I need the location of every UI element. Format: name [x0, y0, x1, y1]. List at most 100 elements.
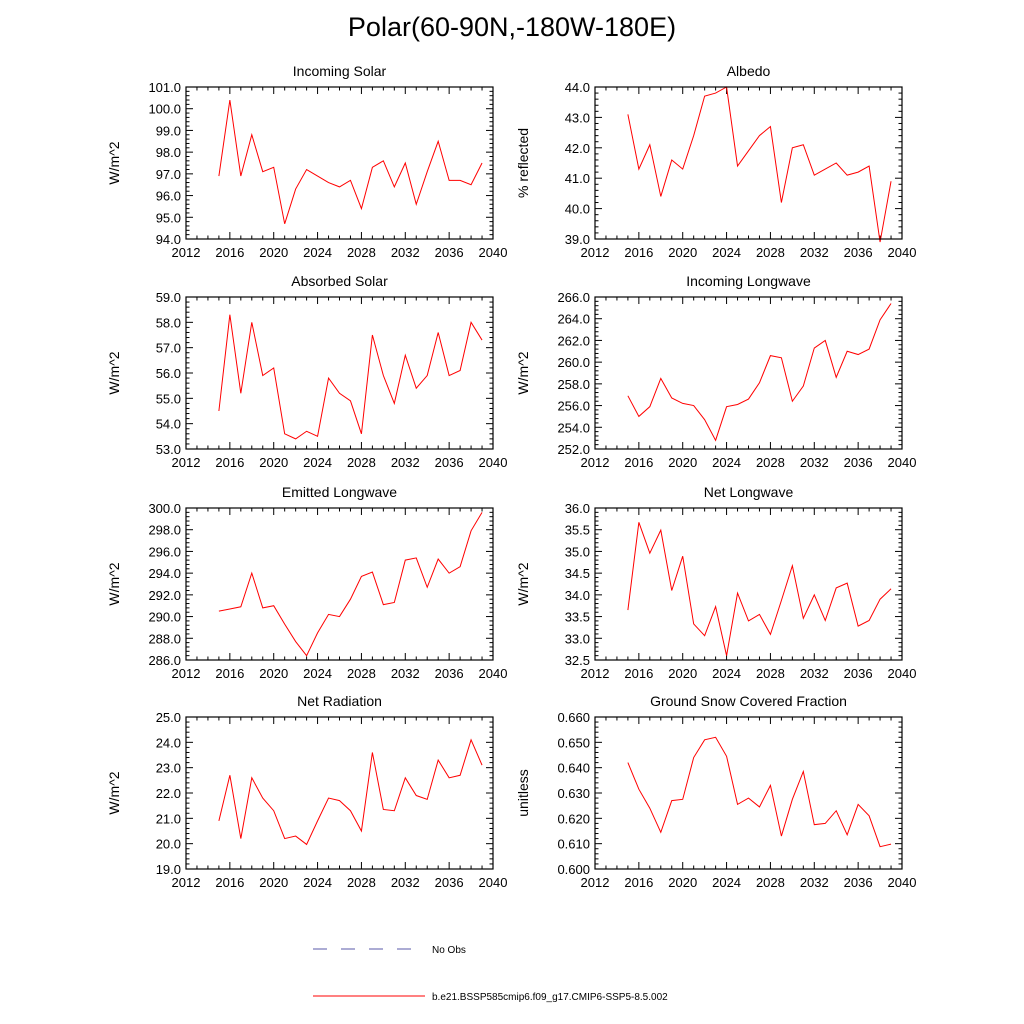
- legend-model-label: b.e21.BSSP585cmip6.f09_g17.CMIP6-SSP5-8.…: [432, 992, 668, 1003]
- absorbed-solar-yticklabel-0: 53.0: [156, 442, 181, 457]
- net-radiation-yticklabel-6: 25.0: [156, 710, 181, 725]
- albedo-yticklabel-0: 39.0: [565, 232, 590, 247]
- albedo-xticklabel-2016: 2016: [624, 245, 653, 260]
- absorbed-solar-ylabel: W/m^2: [106, 351, 122, 394]
- net-radiation-xticklabel-2020: 2020: [259, 875, 288, 890]
- incoming-longwave-yticklabel-1: 254.0: [557, 420, 590, 435]
- absorbed-solar-xticklabel-2012: 2012: [172, 455, 201, 470]
- incoming-longwave-yticklabel-2: 256.0: [557, 399, 590, 414]
- net-longwave-ylabel: W/m^2: [515, 562, 531, 605]
- ground-snow-covered-fraction-ylabel: unitless: [515, 769, 531, 816]
- ground-snow-covered-fraction-series-line-0: [627, 736, 892, 848]
- net-radiation-yticklabel-3: 22.0: [156, 786, 181, 801]
- incoming-solar-xticklabel-2028: 2028: [347, 245, 376, 260]
- incoming-solar-yticklabel-2: 96.0: [156, 189, 181, 204]
- emitted-longwave-xticklabel-2012: 2012: [172, 666, 201, 681]
- emitted-longwave-yticklabel-5: 296.0: [148, 544, 181, 559]
- net-longwave-xticklabel-2020: 2020: [668, 666, 697, 681]
- ground-snow-covered-fraction-xticklabel-2020: 2020: [668, 875, 697, 890]
- incoming-longwave-frame: [594, 296, 903, 450]
- net-longwave-yticklabel-6: 35.5: [565, 523, 590, 538]
- incoming-longwave-yticklabel-7: 266.0: [557, 290, 590, 305]
- incoming-longwave-xticklabel-2040: 2040: [888, 455, 917, 470]
- incoming-solar-frame: [185, 86, 494, 240]
- ground-snow-covered-fraction-xticklabel-2036: 2036: [844, 875, 873, 890]
- albedo-yticklabel-2: 41.0: [565, 171, 590, 186]
- net-radiation-frame: [185, 716, 494, 870]
- emitted-longwave-frame: [185, 507, 494, 661]
- ground-snow-covered-fraction-xticklabel-2016: 2016: [624, 875, 653, 890]
- incoming-longwave-xticklabel-2024: 2024: [712, 455, 741, 470]
- incoming-solar-xticklabel-2012: 2012: [172, 245, 201, 260]
- net-radiation-xticklabel-2028: 2028: [347, 875, 376, 890]
- incoming-solar-yticklabel-1: 95.0: [156, 210, 181, 225]
- incoming-solar-yticklabel-4: 98.0: [156, 145, 181, 160]
- ground-snow-covered-fraction-yticklabel-1: 0.610: [557, 837, 590, 852]
- incoming-longwave-yticklabel-6: 264.0: [557, 312, 590, 327]
- incoming-longwave-yticklabel-5: 262.0: [557, 333, 590, 348]
- albedo-xticklabel-2032: 2032: [800, 245, 829, 260]
- albedo-xticklabel-2036: 2036: [844, 245, 873, 260]
- absorbed-solar-xticklabel-2036: 2036: [435, 455, 464, 470]
- albedo-yticklabel-3: 42.0: [565, 141, 590, 156]
- albedo-yticklabel-4: 43.0: [565, 110, 590, 125]
- incoming-solar-xticklabel-2020: 2020: [259, 245, 288, 260]
- absorbed-solar-xticklabel-2024: 2024: [303, 455, 332, 470]
- panel-absorbed-solar: Absorbed Solar W/m^2 2012 2016 2020 2024 2028 2…: [106, 273, 507, 470]
- absorbed-solar-yticklabel-6: 59.0: [156, 290, 181, 305]
- net-longwave-yticklabel-1: 33.0: [565, 631, 590, 646]
- incoming-longwave-yticklabel-4: 260.0: [557, 355, 590, 370]
- emitted-longwave-yticklabel-1: 288.0: [148, 631, 181, 646]
- net-radiation-yticklabel-2: 21.0: [156, 811, 181, 826]
- ground-snow-covered-fraction-xticklabel-2028: 2028: [756, 875, 785, 890]
- net-radiation-yticklabel-5: 24.0: [156, 735, 181, 750]
- absorbed-solar-yticklabel-4: 57.0: [156, 341, 181, 356]
- incoming-longwave-title: Incoming Longwave: [686, 273, 811, 289]
- emitted-longwave-xticklabel-2028: 2028: [347, 666, 376, 681]
- albedo-xticklabel-2040: 2040: [888, 245, 917, 260]
- net-radiation-xticklabel-2024: 2024: [303, 875, 332, 890]
- ground-snow-covered-fraction-title: Ground Snow Covered Fraction: [650, 693, 847, 709]
- emitted-longwave-ylabel: W/m^2: [106, 562, 122, 605]
- emitted-longwave-xticklabel-2016: 2016: [215, 666, 244, 681]
- net-longwave-yticklabel-0: 32.5: [565, 653, 590, 668]
- incoming-solar-xticklabel-2032: 2032: [391, 245, 420, 260]
- absorbed-solar-title: Absorbed Solar: [291, 273, 388, 289]
- emitted-longwave-yticklabel-4: 294.0: [148, 566, 181, 581]
- emitted-longwave-xticklabel-2024: 2024: [303, 666, 332, 681]
- net-longwave-series-line-0: [627, 522, 892, 656]
- incoming-longwave-yticklabel-0: 252.0: [557, 442, 590, 457]
- incoming-solar-series-line-0: [218, 99, 483, 224]
- ground-snow-covered-fraction-yticklabel-3: 0.630: [557, 786, 590, 801]
- albedo-xticklabel-2012: 2012: [581, 245, 610, 260]
- albedo-ylabel: % reflected: [515, 128, 531, 198]
- incoming-longwave-xticklabel-2028: 2028: [756, 455, 785, 470]
- net-longwave-title: Net Longwave: [704, 484, 794, 500]
- emitted-longwave-xticklabel-2040: 2040: [479, 666, 508, 681]
- absorbed-solar-xticklabel-2016: 2016: [215, 455, 244, 470]
- incoming-solar-yticklabel-5: 99.0: [156, 123, 181, 138]
- absorbed-solar-series-line-0: [218, 314, 483, 440]
- incoming-solar-yticklabel-7: 101.0: [148, 80, 181, 95]
- net-longwave-yticklabel-5: 35.0: [565, 544, 590, 559]
- absorbed-solar-yticklabel-2: 55.0: [156, 391, 181, 406]
- albedo-yticklabel-1: 40.0: [565, 202, 590, 217]
- net-radiation-yticklabel-1: 20.0: [156, 837, 181, 852]
- incoming-solar-xticklabel-2036: 2036: [435, 245, 464, 260]
- emitted-longwave-series-line-0: [218, 512, 483, 657]
- incoming-longwave-xticklabel-2016: 2016: [624, 455, 653, 470]
- absorbed-solar-xticklabel-2020: 2020: [259, 455, 288, 470]
- ground-snow-covered-fraction-yticklabel-0: 0.600: [557, 862, 590, 877]
- albedo-yticklabel-5: 44.0: [565, 80, 590, 95]
- net-longwave-xticklabel-2024: 2024: [712, 666, 741, 681]
- net-radiation-xticklabel-2040: 2040: [479, 875, 508, 890]
- net-longwave-xticklabel-2032: 2032: [800, 666, 829, 681]
- net-radiation-xticklabel-2016: 2016: [215, 875, 244, 890]
- panel-albedo: Albedo % reflected 2012 2016 2020 2024 2028 203…: [515, 63, 916, 260]
- net-longwave-xticklabel-2016: 2016: [624, 666, 653, 681]
- net-radiation-ylabel: W/m^2: [106, 771, 122, 814]
- panel-emitted-longwave: Emitted Longwave W/m^2 2012 2016 2020 2024 202…: [106, 484, 507, 681]
- emitted-longwave-yticklabel-7: 300.0: [148, 501, 181, 516]
- panel-incoming-longwave: Incoming Longwave W/m^2 2012 2016 2020 2024 20…: [515, 273, 916, 470]
